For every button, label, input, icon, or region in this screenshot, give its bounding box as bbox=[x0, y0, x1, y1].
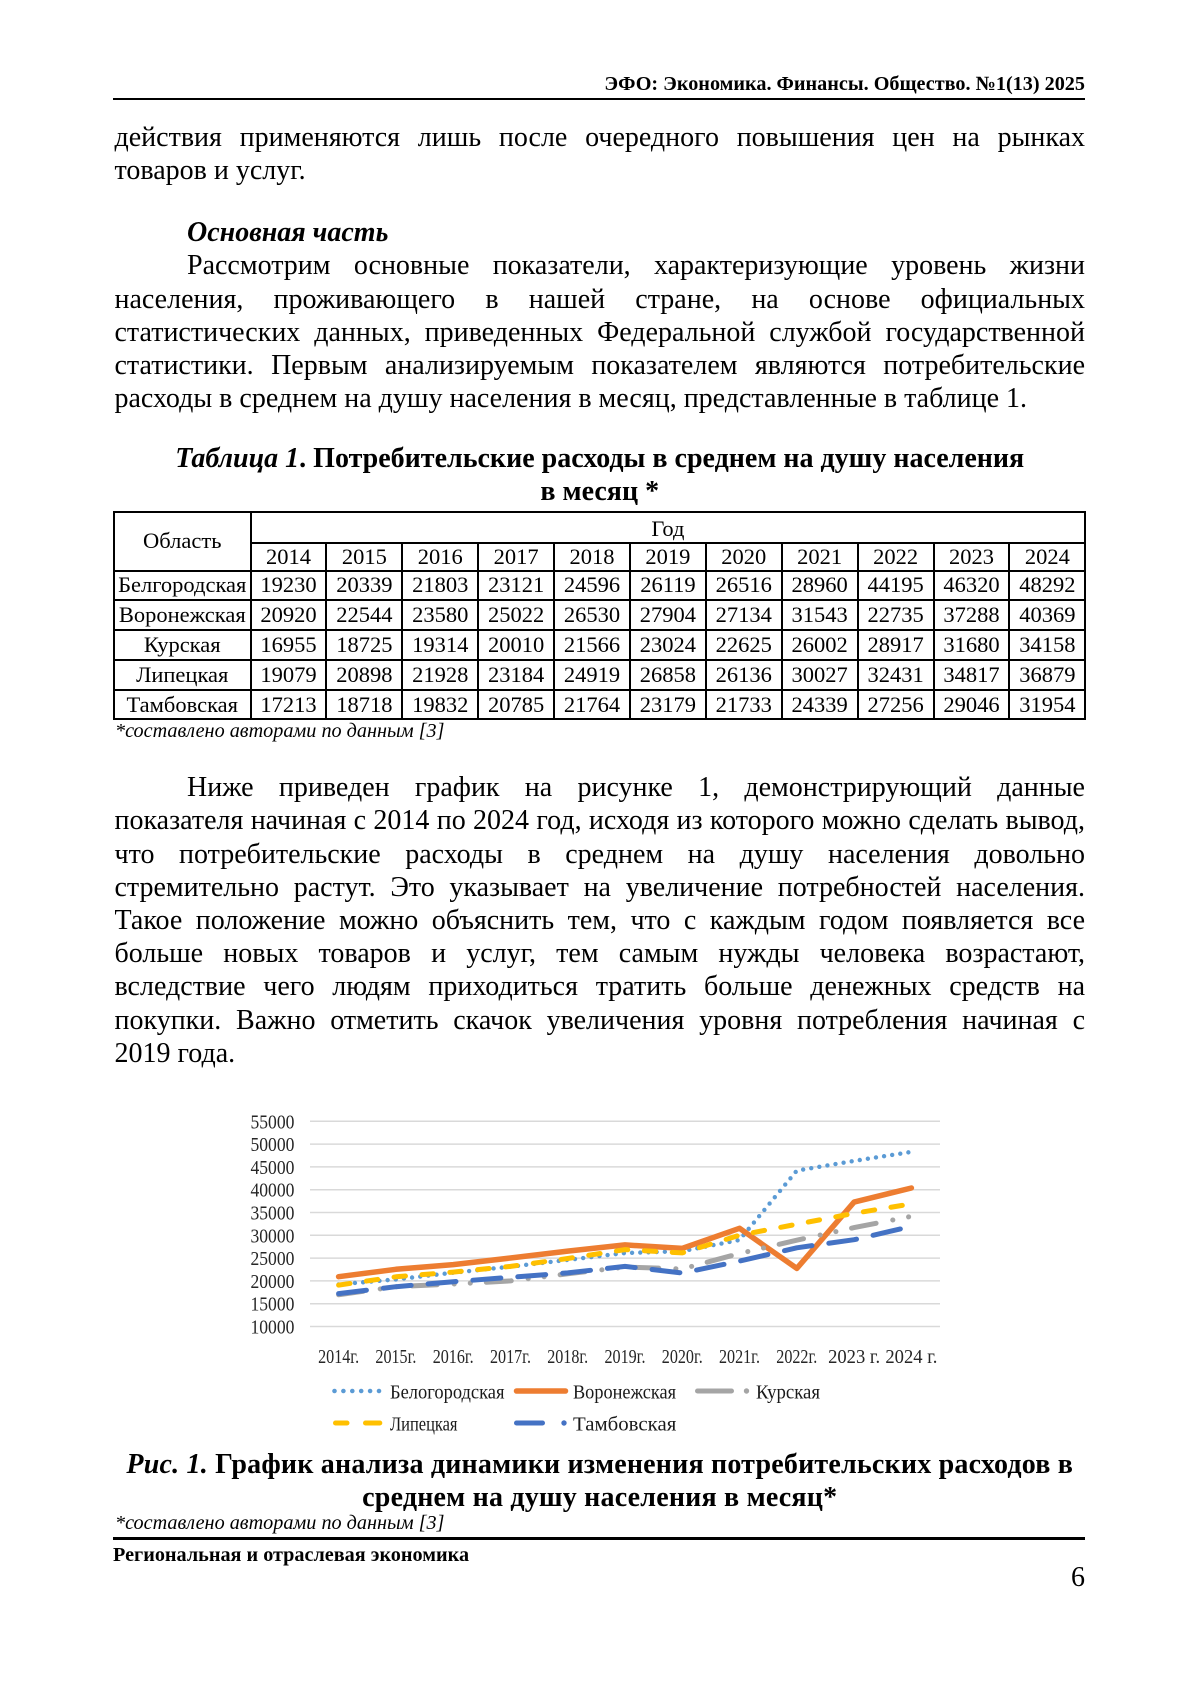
svg-text:2024 г.: 2024 г. bbox=[885, 1346, 937, 1368]
svg-text:2014г.: 2014г. bbox=[318, 1346, 359, 1368]
svg-text:2015г.: 2015г. bbox=[375, 1346, 416, 1368]
svg-text:20000: 20000 bbox=[251, 1271, 295, 1293]
svg-text:2017г.: 2017г. bbox=[490, 1346, 531, 1368]
svg-text:2023 г.: 2023 г. bbox=[828, 1346, 880, 1368]
svg-text:40000: 40000 bbox=[251, 1180, 295, 1202]
svg-text:Белогородская: Белогородская bbox=[390, 1381, 505, 1403]
svg-text:45000: 45000 bbox=[251, 1157, 295, 1179]
svg-text:30000: 30000 bbox=[251, 1225, 295, 1247]
svg-text:Воронежская: Воронежская bbox=[573, 1381, 676, 1403]
svg-text:10000: 10000 bbox=[251, 1317, 295, 1339]
svg-text:35000: 35000 bbox=[251, 1203, 295, 1225]
svg-text:2018г.: 2018г. bbox=[547, 1346, 588, 1368]
svg-text:25000: 25000 bbox=[251, 1248, 295, 1270]
svg-text:Липецкая: Липецкая bbox=[390, 1413, 458, 1435]
svg-text:Тамбовская: Тамбовская bbox=[573, 1413, 676, 1435]
svg-text:Курская: Курская bbox=[756, 1381, 820, 1403]
svg-text:2022г.: 2022г. bbox=[776, 1346, 817, 1368]
svg-text:2021г.: 2021г. bbox=[719, 1346, 760, 1368]
svg-text:50000: 50000 bbox=[251, 1134, 295, 1156]
svg-text:15000: 15000 bbox=[251, 1294, 295, 1316]
svg-text:2020г.: 2020г. bbox=[662, 1346, 703, 1368]
svg-text:55000: 55000 bbox=[251, 1111, 295, 1133]
svg-text:2019г.: 2019г. bbox=[605, 1346, 646, 1368]
svg-text:2016г.: 2016г. bbox=[433, 1346, 474, 1368]
